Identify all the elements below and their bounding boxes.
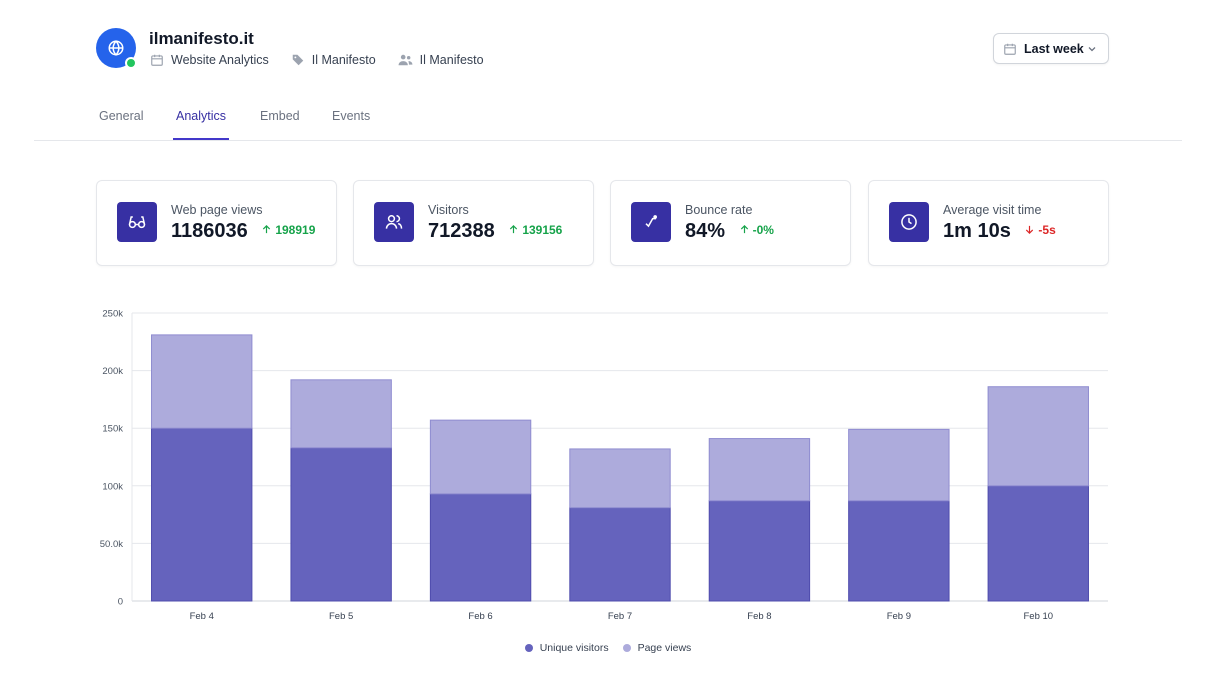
x-tick-label: Feb 5 bbox=[329, 611, 353, 622]
stat-value-text: 1186036 bbox=[171, 220, 248, 242]
arrow-down-icon bbox=[1026, 225, 1034, 235]
stat-card-bounce-rate: Bounce rate 84% -0% bbox=[610, 180, 851, 266]
stat-label: Average visit time bbox=[943, 203, 1042, 217]
y-tick-label: 50.0k bbox=[100, 539, 123, 550]
y-tick-label: 0 bbox=[118, 597, 123, 608]
chevron-down-icon bbox=[1088, 47, 1096, 52]
stat-delta: 139156 bbox=[508, 223, 562, 237]
y-tick-label: 200k bbox=[102, 366, 123, 377]
x-tick-label: Feb 4 bbox=[190, 611, 214, 622]
bar-unique-visitors bbox=[290, 447, 392, 602]
bar-page-views bbox=[290, 379, 392, 449]
arrow-up-icon bbox=[263, 224, 271, 234]
bar-unique-visitors bbox=[708, 500, 811, 602]
x-tick-label: Feb 6 bbox=[468, 611, 492, 622]
stat-card-visit-time: Average visit time 1m 10s -5s bbox=[868, 180, 1109, 266]
x-tick-label: Feb 7 bbox=[608, 611, 632, 622]
stat-card-page-views: Web page views 1186036 198919 bbox=[96, 180, 337, 266]
x-tick-label: Feb 10 bbox=[1023, 611, 1053, 622]
date-range-label: Last week bbox=[1024, 41, 1084, 56]
legend-label: Page views bbox=[637, 642, 692, 654]
stat-value: 84% -0% bbox=[685, 220, 774, 243]
stat-delta-text: -0% bbox=[752, 222, 774, 237]
meta-tag-label: Il Manifesto bbox=[311, 53, 376, 67]
stat-value-text: 1m 10s bbox=[943, 220, 1011, 242]
stat-value: 1186036 198919 bbox=[171, 220, 315, 243]
tag-icon bbox=[292, 54, 303, 66]
visitors-chart: 0 50.0k 100k 150k 200k 250k Feb 4 Feb 5 Feb 6 Feb… bbox=[0, 300, 1216, 670]
bar-page-views bbox=[151, 334, 253, 429]
arrow-up-icon bbox=[510, 224, 518, 234]
y-tick-label: 100k bbox=[102, 481, 123, 492]
card-icon-box bbox=[374, 202, 414, 242]
legend-swatch bbox=[524, 644, 533, 652]
meta-category: Website Analytics bbox=[150, 53, 269, 67]
meta-tag: Il Manifesto bbox=[291, 53, 376, 67]
meta-team-label: Il Manifesto bbox=[419, 53, 484, 67]
tab-events[interactable]: Events bbox=[332, 109, 371, 123]
legend-label: Unique visitors bbox=[539, 642, 609, 654]
card-icon-box bbox=[889, 202, 929, 242]
bar-page-views bbox=[569, 448, 671, 509]
site-meta: Website Analytics Il Manifesto Il Manife… bbox=[150, 53, 506, 67]
site-avatar bbox=[96, 28, 136, 68]
stat-delta: 198919 bbox=[261, 223, 315, 237]
bar-page-views bbox=[708, 438, 811, 502]
stat-value-text: 84% bbox=[685, 220, 726, 242]
tab-bar: General Analytics Embed Events bbox=[34, 100, 1182, 141]
stat-delta-text: 139156 bbox=[522, 222, 563, 237]
online-status-dot bbox=[125, 57, 137, 69]
chart-svg: 0 50.0k 100k 150k 200k 250k Feb 4 Feb 5 Feb 6 Feb… bbox=[100, 309, 1108, 622]
tab-embed[interactable]: Embed bbox=[260, 109, 300, 123]
stat-delta-text: 198919 bbox=[275, 222, 316, 237]
arrow-up-icon bbox=[740, 224, 748, 234]
stat-card-visitors: Visitors 712388 139156 bbox=[353, 180, 594, 266]
site-title: ilmanifesto.it bbox=[149, 29, 254, 48]
globe-icon bbox=[108, 40, 124, 56]
site-header: ilmanifesto.it Website Analytics Il Mani… bbox=[96, 28, 1109, 72]
bar-unique-visitors bbox=[987, 485, 1089, 602]
legend-swatch bbox=[622, 644, 631, 652]
card-icon-box bbox=[117, 202, 157, 242]
bar-unique-visitors bbox=[429, 493, 532, 602]
legend-item-unique[interactable]: Unique visitors bbox=[524, 642, 609, 654]
bar-page-views bbox=[987, 386, 1089, 487]
meta-team: Il Manifesto bbox=[398, 53, 484, 67]
stat-value: 1m 10s -5s bbox=[943, 220, 1056, 243]
bar-unique-visitors bbox=[848, 500, 950, 602]
glasses-icon bbox=[128, 216, 146, 229]
card-icon-box bbox=[631, 202, 671, 242]
stat-delta: -0% bbox=[739, 223, 774, 237]
stat-delta-text: -5s bbox=[1038, 222, 1056, 237]
stat-label: Web page views bbox=[171, 203, 263, 217]
tab-analytics[interactable]: Analytics bbox=[173, 109, 230, 140]
bar-page-views bbox=[429, 419, 532, 495]
bar-unique-visitors bbox=[151, 427, 253, 602]
stat-delta: -5s bbox=[1024, 222, 1056, 237]
calendar-icon bbox=[151, 54, 163, 66]
bounce-icon bbox=[645, 215, 657, 228]
stat-label: Bounce rate bbox=[685, 203, 753, 217]
users-icon bbox=[398, 54, 413, 66]
y-tick-label: 250k bbox=[102, 309, 123, 320]
users-icon bbox=[385, 215, 403, 229]
clock-icon bbox=[901, 214, 917, 230]
tab-general[interactable]: General bbox=[99, 109, 144, 123]
calendar-icon bbox=[1004, 43, 1016, 55]
y-tick-label: 150k bbox=[102, 424, 123, 435]
legend-item-page-views[interactable]: Page views bbox=[622, 642, 692, 654]
x-tick-label: Feb 9 bbox=[887, 611, 911, 622]
stat-value-text: 712388 bbox=[428, 220, 495, 242]
x-tick-label: Feb 8 bbox=[747, 611, 771, 622]
date-range-select[interactable]: Last week bbox=[993, 33, 1109, 64]
stat-label: Visitors bbox=[428, 203, 469, 217]
chart-legend: Unique visitors Page views bbox=[0, 642, 1216, 654]
bar-page-views bbox=[848, 428, 950, 502]
bar-unique-visitors bbox=[569, 507, 671, 602]
stat-value: 712388 139156 bbox=[428, 220, 562, 243]
meta-category-label: Website Analytics bbox=[171, 53, 269, 67]
